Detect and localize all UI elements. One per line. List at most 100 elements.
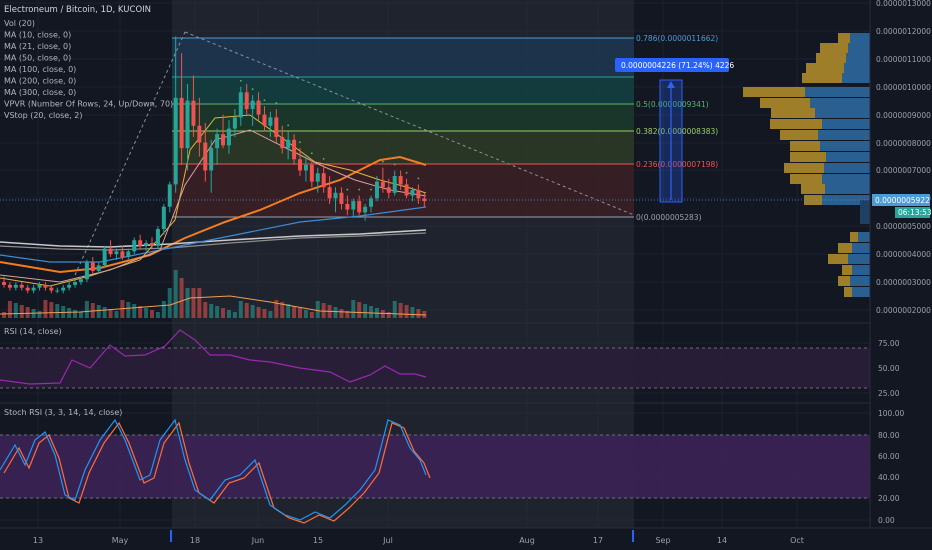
vstop-dot	[346, 188, 349, 191]
range-start-marker	[170, 530, 172, 542]
volume-bar	[363, 304, 368, 318]
volume-bar	[339, 309, 344, 318]
fib-label: 0(0.0000005283)	[636, 213, 702, 222]
candle-body	[84, 262, 89, 280]
volume-bar	[167, 288, 172, 318]
fib-label: 0.5(0.0000009341)	[636, 100, 709, 109]
volume-bar	[203, 302, 208, 318]
candle-body	[386, 187, 391, 193]
time-tick-label: Jun	[251, 536, 265, 545]
fib-zone	[172, 131, 634, 164]
price-tick-label: 0.0000005000	[876, 222, 931, 231]
vpvr-down-bar	[838, 243, 852, 253]
vpvr-down-bar	[828, 254, 848, 264]
measure-label-box	[615, 58, 729, 72]
vpvr-down-bar	[780, 130, 818, 140]
candle-body	[167, 184, 172, 207]
vpvr-up-bar	[852, 243, 870, 253]
candle-body	[392, 176, 397, 193]
candle-body	[19, 284, 24, 288]
volume-bar	[309, 312, 314, 318]
price-tick-label: 0.0000009000	[876, 111, 931, 120]
price-range-measure[interactable]: 0.0000004226 (71.24%) 4226	[615, 58, 734, 203]
range-end-marker	[632, 530, 634, 542]
candle-body	[416, 189, 421, 199]
volume-bar	[108, 309, 113, 318]
candle-body	[25, 287, 30, 291]
volume-bar	[268, 311, 273, 318]
price-tick-label: 0.0000010000	[876, 83, 931, 92]
volume-bar	[333, 307, 338, 318]
vpvr-profile	[743, 33, 870, 297]
volume-bar	[262, 309, 267, 318]
candle-body	[404, 184, 409, 196]
candle-body	[144, 243, 149, 246]
indicator-label: MA (10, close, 0)	[4, 31, 71, 40]
vstop-dot	[334, 180, 337, 183]
time-tick-label: Sep	[655, 536, 670, 545]
time-tick-label: 15	[313, 536, 323, 545]
candle-body	[96, 265, 101, 271]
volume-bar	[250, 305, 255, 318]
candle-body	[345, 203, 350, 210]
indicator-label: MA (50, close, 0)	[4, 54, 71, 63]
volume-bar	[303, 310, 308, 318]
current-price-tag	[872, 194, 930, 206]
fib-retracement[interactable]: 0.786(0.0000011662) 0.5(0.0000009341) 0.38…	[172, 34, 718, 222]
volume-bar	[161, 301, 166, 318]
volume-bar	[386, 312, 391, 318]
volume-bar	[416, 309, 421, 318]
volume-bar	[191, 288, 196, 318]
vpvr-up-bar	[826, 152, 870, 162]
volume-bar	[73, 310, 78, 318]
candle-body	[256, 100, 261, 115]
vpvr-down-bar	[844, 287, 852, 297]
volume-bar	[321, 303, 326, 318]
volume-bar	[315, 301, 320, 318]
volume-bar	[55, 304, 60, 318]
candle-body	[274, 117, 279, 137]
volume-bar	[67, 308, 72, 318]
vpvr-down-bar	[816, 53, 846, 63]
candle-body	[262, 114, 267, 126]
volume-bar	[197, 288, 202, 318]
candle-body	[374, 181, 379, 199]
time-tick-label: May	[112, 536, 129, 545]
vpvr-up-bar	[852, 287, 870, 297]
price-tick-label: 0.0000003000	[876, 278, 931, 287]
candle-body	[155, 229, 160, 246]
stoch-k-line	[0, 418, 427, 521]
trend-line-dashed[interactable]	[184, 31, 635, 216]
candle-body	[333, 192, 338, 199]
time-tick-label: Jul	[382, 536, 393, 545]
candle-body	[61, 287, 66, 291]
candle-body	[315, 173, 320, 182]
measure-label: 0.0000004226 (71.24%) 4226	[621, 61, 734, 70]
volume-bar	[369, 306, 374, 318]
trend-lines[interactable]	[0, 31, 870, 276]
stoch-tick-label: 80.00	[878, 431, 900, 440]
volume-bar	[150, 310, 154, 318]
candle-body	[380, 181, 385, 188]
time-axis[interactable]: 13 May 18 Jun 15 Jul Aug 17 Sep 14 Oct	[0, 527, 932, 545]
volume-bar	[90, 303, 95, 318]
vpvr-down-bar	[743, 87, 805, 97]
time-tick-label: Oct	[790, 536, 804, 545]
vpvr-poc	[860, 200, 870, 224]
trend-line-dashed[interactable]	[74, 31, 186, 276]
volume-bar	[96, 305, 101, 318]
vstop-dot	[287, 124, 290, 127]
stoch-tick-label: 0.00	[878, 516, 895, 525]
price-tick-label: 0.0000013000	[876, 0, 931, 8]
vpvr-up-bar	[822, 119, 870, 129]
vpvr-up-bar	[858, 232, 870, 242]
candle-body	[280, 136, 285, 149]
price-axis[interactable]: 0.0000013000 0.0000012000 0.0000011000 0.00…	[869, 0, 932, 528]
volume-bar	[244, 303, 249, 318]
rsi-title: RSI (14, close)	[4, 327, 62, 336]
candle-body	[2, 282, 6, 285]
ma-300-line	[0, 232, 427, 251]
chart-title: Electroneum / Bitcoin, 1D, KUCOIN	[4, 5, 151, 15]
volume-bar	[49, 302, 54, 318]
